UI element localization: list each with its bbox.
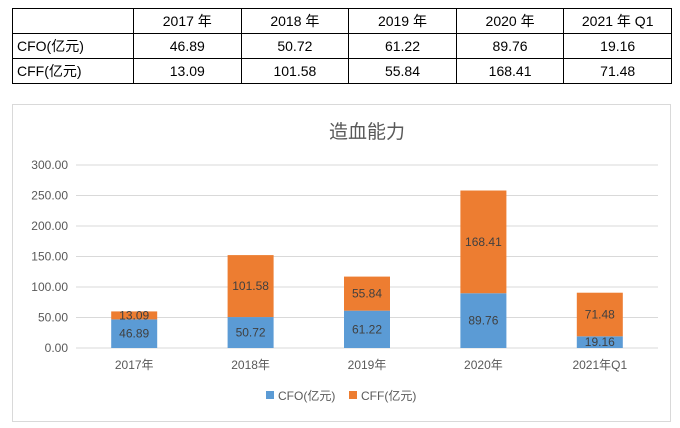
bar-cff (344, 276, 390, 311)
data-label: 168.41 (465, 235, 502, 249)
table-header-cell: 2017 年 (133, 8, 242, 34)
data-label: 46.89 (119, 327, 149, 341)
legend-swatch (266, 391, 274, 399)
table-cell: 46.89 (133, 33, 242, 59)
table-row: CFF(亿元) 13.09 101.58 55.84 168.41 71.48 (12, 58, 672, 84)
table-cell: 55.84 (348, 58, 457, 84)
table-cell: 19.16 (563, 33, 672, 59)
bar-cff (227, 255, 274, 318)
data-label: 61.22 (352, 322, 382, 336)
x-tick-label: 2018年 (231, 358, 270, 372)
x-tick-label: 2019年 (348, 358, 387, 372)
table-header-cell: 2018 年 (240, 8, 350, 34)
bar-cff (111, 311, 158, 320)
data-label: 89.76 (468, 314, 498, 328)
table-row-label: CFF(亿元) (12, 58, 134, 84)
y-tick-label: 100.00 (31, 280, 68, 294)
y-tick-label: 0.00 (45, 341, 69, 355)
bar-cfo (576, 336, 623, 348)
y-tick-label: 50.00 (38, 311, 68, 325)
table-header-cell: 2021 年 Q1 (563, 8, 672, 34)
chart-title: 造血能力 (329, 121, 405, 143)
legend-label: CFO(亿元) (278, 388, 335, 403)
table-cell: 168.41 (455, 58, 565, 84)
legend-swatch (349, 391, 357, 399)
legend-label: CFF(亿元) (361, 388, 416, 403)
chart-frame: 造血能力 0.00 50.00 100.00 150.00 200.00 250.00 300… (12, 104, 671, 422)
bar-cff (460, 190, 507, 294)
stacked-bar-chart: 造血能力 0.00 50.00 100.00 150.00 200.00 250.00 300… (31, 121, 658, 403)
table-header-cell (12, 8, 134, 34)
bar-cfo (111, 319, 158, 348)
data-label: 101.58 (232, 279, 269, 293)
table-row: CFO(亿元) 46.89 50.72 61.22 89.76 19.16 (12, 33, 672, 59)
x-tick-label: 2021年Q1 (572, 358, 627, 372)
y-tick-label: 150.00 (31, 250, 68, 264)
bar-cff (576, 292, 623, 337)
table-cell: 89.76 (455, 33, 565, 59)
data-label: 13.09 (119, 308, 149, 322)
data-label: 50.72 (236, 326, 266, 340)
table-cell: 101.58 (240, 58, 350, 84)
table-cell: 61.22 (348, 33, 457, 59)
bar-cfo (227, 317, 274, 348)
data-table: 2017 年 2018 年 2019 年 2020 年 2021 年 Q1 CF… (12, 8, 672, 84)
data-label: 71.48 (585, 308, 615, 322)
data-label: 55.84 (352, 287, 382, 301)
y-tick-label: 200.00 (31, 219, 68, 233)
data-label: 19.16 (585, 335, 615, 349)
table-cell: 50.72 (240, 33, 350, 59)
table-cell: 13.09 (133, 58, 242, 84)
table-header-cell: 2020 年 (455, 8, 565, 34)
y-tick-label: 300.00 (31, 158, 68, 172)
table-row-label: CFO(亿元) (12, 33, 134, 59)
table-header-row: 2017 年 2018 年 2019 年 2020 年 2021 年 Q1 (12, 8, 672, 34)
bar-cfo (460, 293, 507, 348)
table-cell: 71.48 (563, 58, 672, 84)
table-header-cell: 2019 年 (348, 8, 457, 34)
bar-cfo (344, 310, 390, 348)
x-tick-label: 2020年 (464, 358, 503, 372)
y-tick-label: 250.00 (31, 189, 68, 203)
x-tick-label: 2017年 (115, 358, 154, 372)
